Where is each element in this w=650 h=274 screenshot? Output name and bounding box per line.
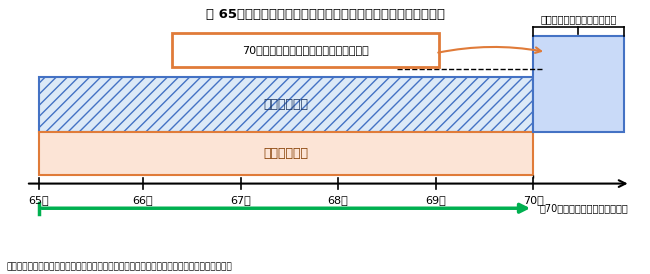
Text: 65歳: 65歳 [29, 195, 49, 204]
Text: 老齢厚生年金: 老齢厚生年金 [263, 98, 309, 111]
Text: 69歳: 69歳 [425, 195, 446, 204]
Text: 【 65歳以上の厚生年金加入者の年金額改定の仕組み（現行）】: 【 65歳以上の厚生年金加入者の年金額改定の仕組み（現行）】 [205, 8, 445, 21]
Text: 70歳到達時（厚年喪失時）に年金額改定: 70歳到達時（厚年喪失時）に年金額改定 [242, 45, 369, 55]
Bar [533, 36, 624, 132]
FancyBboxPatch shape [172, 33, 439, 67]
Text: 68歳: 68歳 [328, 195, 348, 204]
Text: 67歳: 67歳 [230, 195, 251, 204]
Text: 退職改定による年金額増額分: 退職改定による年金額増額分 [540, 15, 617, 25]
Text: 70歳: 70歳 [523, 195, 543, 204]
Text: 老齢基礎年金: 老齢基礎年金 [263, 147, 309, 160]
Text: 出典：年金制度の機能強化のための国民年金法等の一部を改正する法律の概要（厚生労働省）: 出典：年金制度の機能強化のための国民年金法等の一部を改正する法律の概要（厚生労働… [6, 262, 232, 271]
Text: （70歳まで継続就労のケース）: （70歳まで継続就労のケース） [540, 203, 629, 213]
Text: 66歳: 66歳 [133, 195, 153, 204]
Bar [39, 77, 533, 132]
Bar [39, 132, 533, 175]
